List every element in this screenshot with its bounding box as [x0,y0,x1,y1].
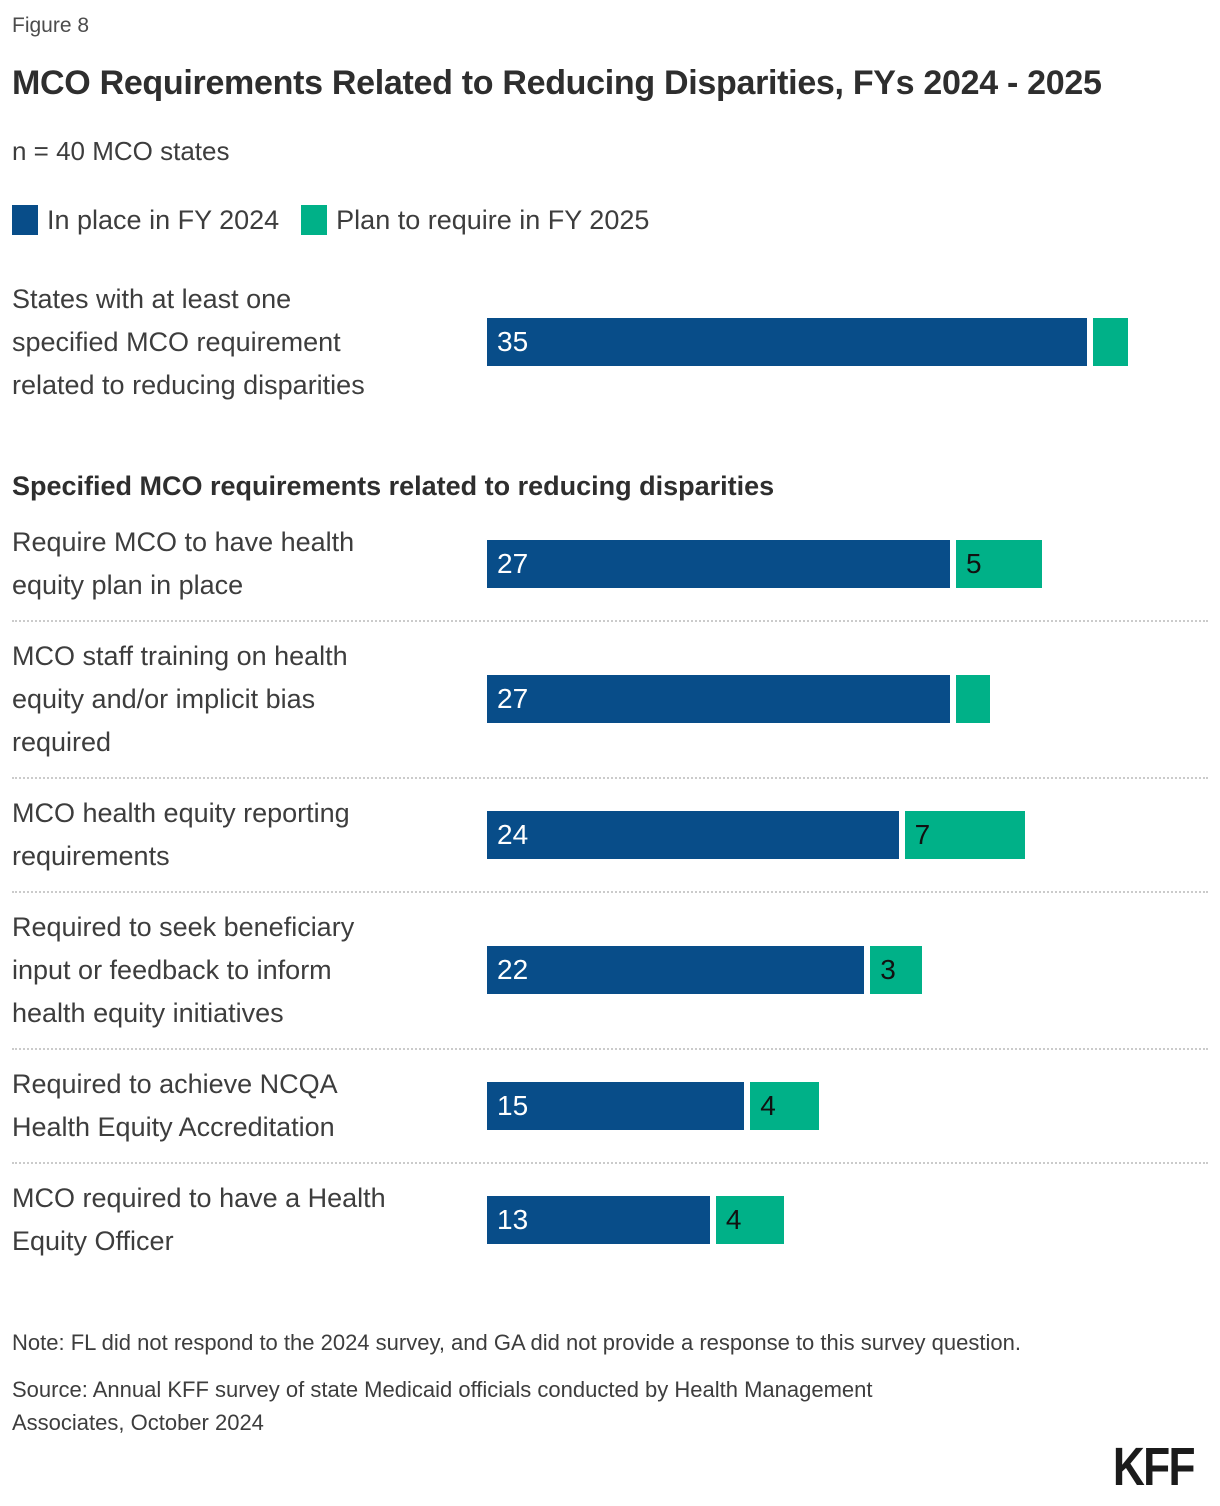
bar-value-fy2024: 35 [497,326,529,358]
bar-value-fy2024: 27 [497,547,529,579]
chart-row: States with at least one specified MCO r… [12,270,1208,415]
bar-area: 27 5 [487,539,1208,588]
bar-area: 13 4 [487,1195,1208,1244]
bar-value-fy2024: 15 [497,1089,529,1121]
chart-row: MCO staff training on health equity and/… [12,622,1208,779]
row-label: Required to seek beneficiary input or fe… [12,911,355,1028]
chart-row: MCO required to have a Health Equity Off… [12,1164,1208,1276]
bar-fy2025 [956,675,991,724]
summary-row-container: States with at least one specified MCO r… [12,270,1208,415]
bar-fy2025 [1093,318,1128,367]
bar-value-fy2025: 5 [966,547,982,579]
legend: In place in FY 2024 Plan to require in FY… [12,205,1208,236]
figure-number: Figure 8 [12,14,90,37]
row-label: Required to achieve NCQA Health Equity A… [12,1068,338,1142]
bar-fy2024: 15 [487,1081,745,1130]
bar-fy2025: 3 [870,946,922,995]
bar-fy2025: 7 [904,810,1025,859]
bar-value-fy2025: 7 [914,818,931,850]
bar-value-fy2024: 27 [497,683,529,715]
bar-area: 24 7 [487,810,1208,859]
bar-fy2025: 4 [715,1195,785,1244]
bar-value-fy2025: 4 [725,1203,742,1235]
source-text: Source: Annual KFF survey of state Medic… [12,1376,873,1435]
bar-area: 15 4 [487,1081,1208,1130]
chart-row: Required to seek beneficiary input or fe… [12,893,1208,1050]
legend-swatch-fy2025-icon [301,205,328,236]
bar-fy2025: 4 [750,1081,819,1130]
bar-fy2024: 13 [487,1195,710,1244]
row-label: MCO staff training on health equity and/… [12,640,348,757]
kff-logo: KFF [1112,1437,1196,1497]
bar-value-fy2024: 22 [497,954,529,986]
row-label: MCO required to have a Health Equity Off… [12,1182,386,1256]
bar-area: 22 3 [487,946,1208,995]
legend-item: In place in FY 2024 [12,205,279,236]
bar-value-fy2025: 4 [760,1089,776,1121]
legend-swatch-fy2024-icon [12,205,38,236]
bar-area: 35 [487,318,1208,367]
bar-area: 27 [487,675,1208,724]
bar-value-fy2024: 13 [497,1203,529,1235]
chart-row: MCO health equity reporting requirements… [12,779,1208,893]
bar-fy2024: 22 [487,946,865,995]
row-label: Require MCO to have health equity plan i… [12,526,355,600]
row-label: States with at least one specified MCO r… [12,283,365,400]
sample-size-label: n = 40 MCO states [12,135,230,166]
bar-value-fy2025: 3 [880,954,896,986]
bar-fy2024: 27 [487,539,950,588]
bar-chart: States with at least one specified MCO r… [12,270,1208,1276]
bar-fy2024: 27 [487,675,950,724]
legend-item: Plan to require in FY 2025 [301,205,649,236]
row-label: MCO health equity reporting requirements [12,797,350,871]
section-heading: Specified MCO requirements related to re… [12,470,775,501]
chart-row: Require MCO to have health equity plan i… [12,508,1208,622]
chart-title: MCO Requirements Related to Reducing Dis… [12,64,1102,102]
note-text: Note: FL did not respond to the 2024 sur… [12,1329,1021,1355]
bar-fy2024: 35 [487,318,1088,367]
bar-fy2025: 5 [956,539,1042,588]
chart-row: Required to achieve NCQA Health Equity A… [12,1050,1208,1164]
bar-fy2024: 24 [487,810,899,859]
specified-rows-container: Require MCO to have health equity plan i… [12,508,1208,1276]
bar-value-fy2024: 24 [497,818,529,850]
legend-item-label: Plan to require in FY 2025 [336,204,650,235]
legend-item-label: In place in FY 2024 [47,204,280,235]
